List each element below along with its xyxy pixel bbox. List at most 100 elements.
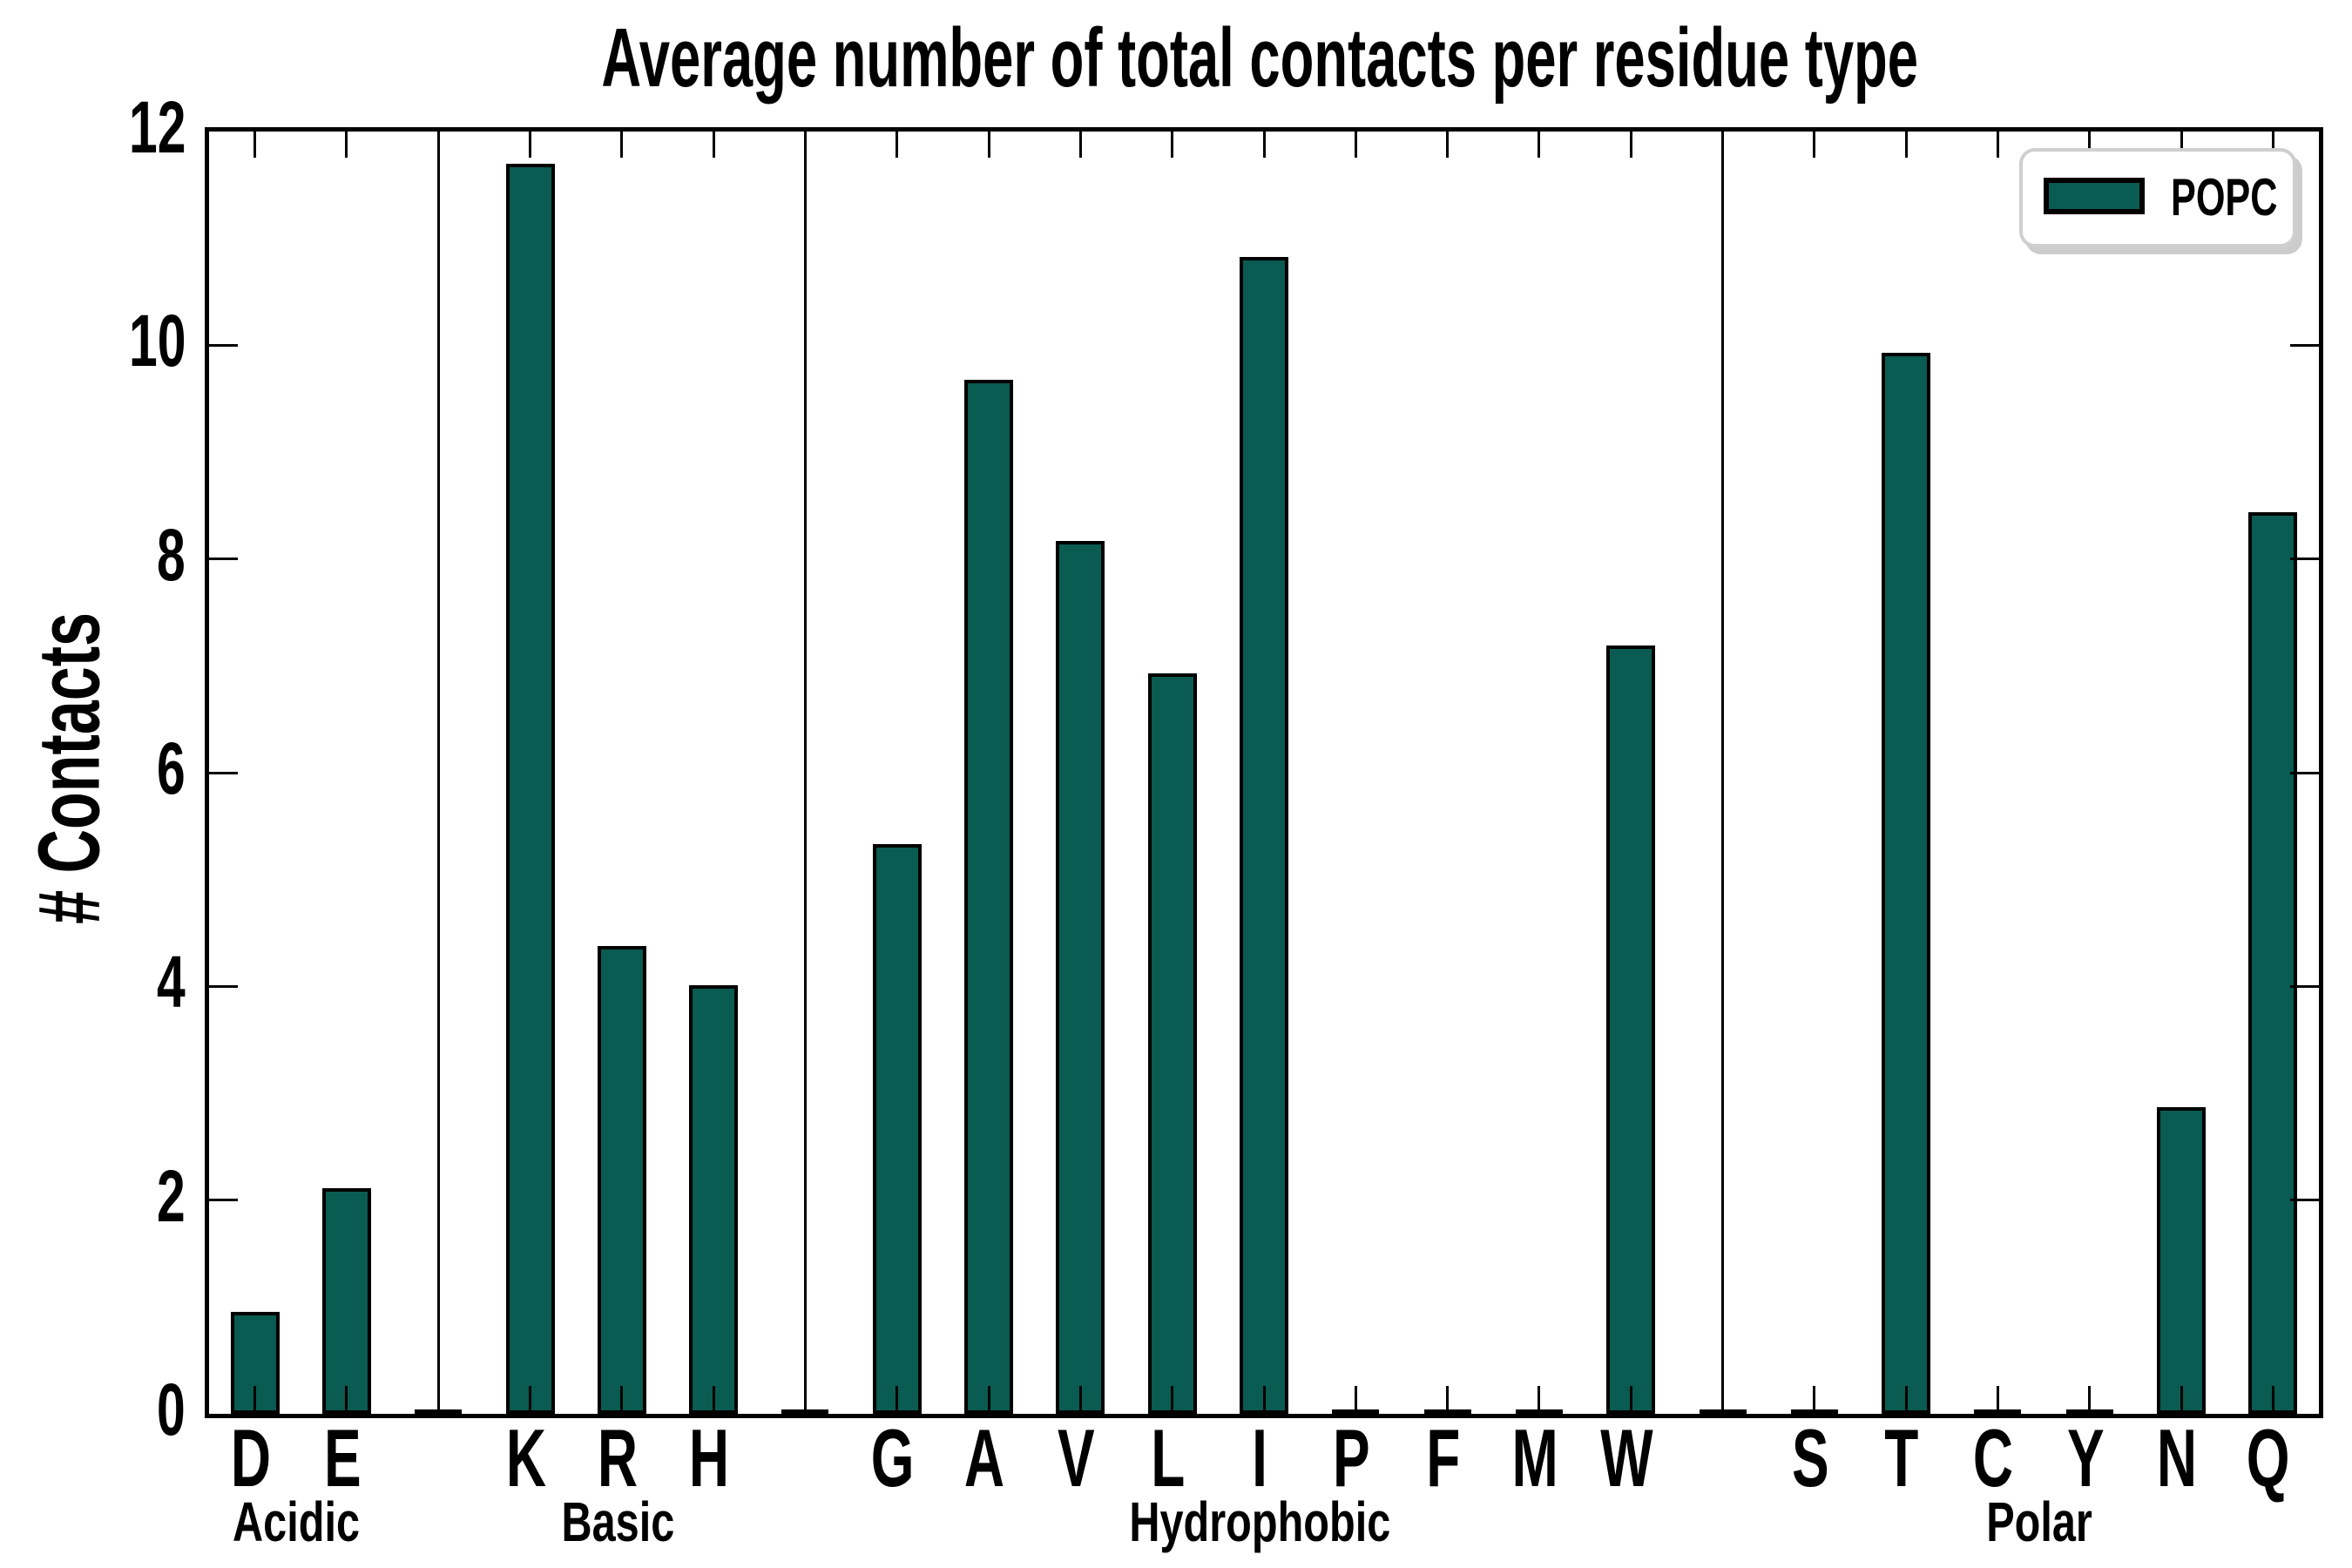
x-tick-label-G: G bbox=[841, 1412, 945, 1504]
legend-label-text: POPC bbox=[2171, 168, 2278, 226]
y-tick-label-text: 8 bbox=[157, 514, 186, 596]
x-tick-bottom bbox=[1262, 1386, 1266, 1414]
x-tick-label-text: C bbox=[1972, 1412, 2014, 1504]
x-tick-label-L: L bbox=[1116, 1412, 1220, 1504]
plot-area bbox=[205, 127, 2323, 1418]
x-tick-bottom bbox=[712, 1386, 715, 1414]
y-tick-label-text: 12 bbox=[128, 86, 186, 168]
x-tick-label-text: N bbox=[2156, 1412, 2198, 1504]
group-label-polar: Polar bbox=[1856, 1493, 2222, 1551]
x-tick-top bbox=[1078, 132, 1082, 158]
x-tick-top bbox=[1904, 132, 1908, 158]
bar-G bbox=[873, 844, 922, 1414]
x-tick-bottom bbox=[1171, 1386, 1174, 1414]
x-tick-label-N: N bbox=[2125, 1412, 2229, 1504]
x-tick-label-D: D bbox=[199, 1412, 303, 1504]
group-label-text: Hydrophobic bbox=[1129, 1490, 1390, 1553]
x-tick-bottom bbox=[896, 1386, 899, 1414]
x-tick-bottom bbox=[529, 1386, 532, 1414]
x-tick-label-text: H bbox=[688, 1412, 730, 1504]
x-tick-bottom bbox=[803, 1386, 807, 1414]
x-tick-label-A: A bbox=[932, 1417, 1037, 1499]
x-tick-label-I: I bbox=[1207, 1412, 1312, 1504]
x-tick-top bbox=[1354, 132, 1357, 158]
group-label-text: Acidic bbox=[233, 1490, 360, 1553]
y-tick-right bbox=[2290, 1199, 2319, 1201]
x-tick-top bbox=[712, 132, 715, 158]
group-label-basic: Basic bbox=[435, 1493, 801, 1551]
x-tick-label-F: F bbox=[1391, 1412, 1496, 1504]
x-tick-top bbox=[803, 132, 807, 158]
y-tick-right bbox=[2290, 985, 2319, 988]
y-tick-label-2: 2 bbox=[20, 1156, 186, 1236]
y-tick-label-6: 6 bbox=[20, 728, 186, 808]
bar-V bbox=[1056, 541, 1105, 1414]
x-tick-bottom bbox=[1721, 1386, 1725, 1414]
y-tick-left bbox=[209, 1199, 238, 1201]
x-tick-top bbox=[436, 132, 440, 158]
x-tick-bottom bbox=[1078, 1386, 1082, 1414]
y-tick-left bbox=[209, 558, 238, 560]
x-tick-label-text: F bbox=[1426, 1412, 1461, 1504]
y-tick-left bbox=[209, 344, 238, 347]
x-tick-label-text: L bbox=[1151, 1412, 1186, 1504]
group-label-text: Polar bbox=[1986, 1490, 2092, 1553]
x-tick-label-K: K bbox=[474, 1417, 578, 1499]
y-tick-label-10: 10 bbox=[20, 301, 186, 381]
bar-R bbox=[598, 946, 646, 1414]
bar-T bbox=[1882, 353, 1930, 1414]
group-label-text: Basic bbox=[561, 1490, 674, 1553]
y-tick-label-text: 6 bbox=[157, 727, 186, 809]
y-tick-label-text: 0 bbox=[157, 1369, 186, 1450]
x-tick-label-text: M bbox=[1511, 1412, 1558, 1504]
x-tick-top bbox=[620, 132, 624, 158]
x-tick-label-H: H bbox=[657, 1412, 761, 1504]
y-tick-label-12: 12 bbox=[20, 87, 186, 167]
group-separator bbox=[436, 132, 440, 1414]
x-tick-label-Q: Q bbox=[2216, 1412, 2321, 1504]
x-tick-bottom bbox=[1354, 1386, 1357, 1414]
x-tick-bottom bbox=[1538, 1386, 1541, 1414]
x-tick-top bbox=[1171, 132, 1174, 158]
x-tick-top bbox=[1446, 132, 1450, 158]
x-tick-top bbox=[2088, 132, 2092, 158]
bar-E bbox=[322, 1188, 371, 1414]
group-separator bbox=[1721, 132, 1725, 1414]
x-tick-bottom bbox=[1629, 1386, 1632, 1414]
y-tick-label-4: 4 bbox=[20, 942, 186, 1022]
y-tick-left bbox=[209, 772, 238, 774]
bar-N bbox=[2157, 1107, 2206, 1414]
x-tick-top bbox=[987, 132, 990, 158]
legend-label: POPC bbox=[2171, 152, 2319, 244]
x-tick-bottom bbox=[1996, 1386, 1999, 1414]
y-tick-left bbox=[209, 985, 238, 988]
group-separator bbox=[803, 132, 807, 1414]
x-tick-label-T: T bbox=[1849, 1417, 1954, 1499]
x-tick-label-E: E bbox=[290, 1417, 395, 1499]
x-tick-label-text: G bbox=[871, 1412, 915, 1504]
x-tick-label-text: W bbox=[1599, 1412, 1653, 1504]
y-tick-label-text: 2 bbox=[157, 1155, 186, 1237]
x-tick-label-text: D bbox=[230, 1412, 272, 1504]
bar-A bbox=[964, 380, 1013, 1414]
x-tick-label-S: S bbox=[1758, 1417, 1862, 1499]
x-tick-label-text: R bbox=[597, 1412, 639, 1504]
x-tick-top bbox=[1629, 132, 1632, 158]
x-tick-label-text: Q bbox=[2247, 1412, 2290, 1504]
x-tick-bottom bbox=[1813, 1386, 1816, 1414]
x-tick-top bbox=[529, 132, 532, 158]
y-tick-label-0: 0 bbox=[20, 1369, 186, 1450]
y-tick-label-text: 10 bbox=[128, 300, 186, 382]
x-tick-top bbox=[896, 132, 899, 158]
x-tick-top bbox=[1996, 132, 1999, 158]
x-tick-top bbox=[253, 132, 257, 158]
chart-title: Average number of total contacts per res… bbox=[205, 10, 2315, 106]
x-tick-bottom bbox=[987, 1386, 990, 1414]
x-tick-label-M: M bbox=[1483, 1412, 1587, 1504]
bar-K bbox=[506, 164, 555, 1414]
x-tick-bottom bbox=[1904, 1386, 1908, 1414]
x-tick-label-text: I bbox=[1252, 1412, 1267, 1504]
x-tick-top bbox=[1538, 132, 1541, 158]
x-tick-bottom bbox=[1446, 1386, 1450, 1414]
x-tick-label-W: W bbox=[1574, 1412, 1679, 1504]
